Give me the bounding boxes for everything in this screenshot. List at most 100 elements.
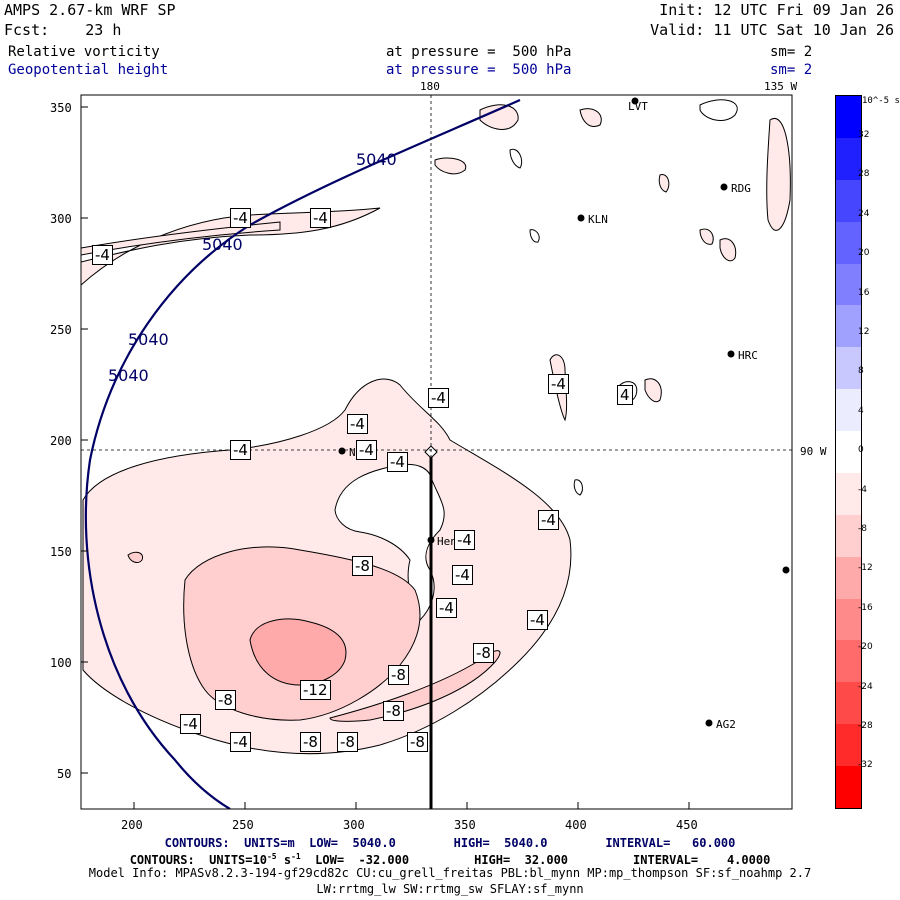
height-contour-5040	[84, 98, 521, 809]
forecast-hour: Fcst: 23 h	[4, 21, 122, 39]
x-tick: 300	[343, 818, 365, 832]
vorticity-contour-label: -4	[452, 565, 473, 585]
colorbar-tick-label: -24	[858, 681, 873, 692]
lon-label-180: 180	[420, 80, 440, 93]
field2-label: Geopotential height	[8, 62, 169, 78]
vorticity-contour-label: -8	[215, 690, 236, 710]
vorticity-contour-label: -8	[352, 556, 373, 576]
station-label: AG2	[716, 718, 736, 731]
lon-label-90w: 90 W	[800, 445, 827, 458]
footer-model-info: Model Info: MPASv8.2.3-194-gf29cd82c CU:…	[88, 866, 812, 880]
colorbar	[835, 95, 862, 809]
pressure1-label: at pressure = 500 hPa	[386, 44, 572, 60]
height-label: 5040	[108, 366, 149, 385]
vorticity-contour-label: -4	[454, 530, 475, 550]
init-time: Init: 12 UTC Fri 09 Jan 26	[659, 1, 894, 19]
y-tick: 300	[50, 212, 72, 226]
vorticity-contour-label: -8	[337, 732, 358, 752]
y-tick: 250	[50, 323, 72, 337]
field1-label: Relative vorticity	[8, 44, 160, 60]
vorticity-contour-label: -4	[347, 414, 368, 434]
vorticity-contour-label: 4	[617, 385, 633, 405]
colorbar-segment	[836, 766, 861, 808]
y-tick: 150	[50, 545, 72, 559]
model-title: AMPS 2.67-km WRF SP	[4, 1, 176, 19]
colorbar-tick-label: -8	[858, 524, 867, 534]
colorbar-segment	[836, 640, 861, 683]
colorbar-tick-label: 4	[858, 405, 864, 416]
colorbar-segment	[836, 221, 861, 264]
x-tick: 250	[232, 818, 254, 832]
height-label: 5040	[356, 150, 397, 169]
colorbar-segment	[836, 347, 861, 390]
x-tick: 400	[565, 818, 587, 832]
x-tick: 450	[676, 818, 698, 832]
colorbar-unit: 10^-5 s^-1	[862, 96, 900, 106]
vorticity-contour-label: -4	[230, 440, 251, 460]
station-label: LVT	[628, 100, 648, 113]
colorbar-segment	[836, 556, 861, 599]
pressure2-label: at pressure = 500 hPa	[386, 62, 572, 78]
vorticity-contour-label: -4	[548, 374, 569, 394]
footer-vort-range: LOW= -32.000 HIGH= 32.000 INTERVAL= 4.00…	[300, 853, 771, 867]
vorticity-contour-label: -4	[310, 208, 331, 228]
footer-radiation-info: LW:rrtmg_lw SW:rrtmg_sw SFLAY:sf_mynn	[316, 882, 584, 896]
colorbar-segment	[836, 598, 861, 641]
colorbar-segment	[836, 137, 861, 180]
height-label: 5040	[202, 235, 243, 254]
footer-vort-units-b: s	[276, 853, 292, 867]
colorbar-segment	[836, 682, 861, 725]
vorticity-contour-label: -4	[92, 245, 113, 265]
station-label: KLN	[588, 213, 608, 226]
vorticity-contour-label: -4	[230, 732, 251, 752]
colorbar-segment	[836, 263, 861, 306]
vorticity-contour-label: -4	[180, 714, 201, 734]
vorticity-contour-label: -4	[428, 388, 449, 408]
sm1-label: sm= 2	[770, 44, 813, 60]
colorbar-tick-label: -32	[858, 760, 873, 771]
vorticity-contour-label: -12	[300, 680, 331, 700]
vorticity-contour-label: -4	[436, 598, 457, 618]
colorbar-tick-label: 0	[858, 445, 864, 456]
footer-vort-contours: CONTOURS: UNITS=10-5 s-1 LOW= -32.000 HI…	[0, 852, 900, 867]
colorbar-tick-label: -20	[858, 642, 873, 653]
lon-label-135w: 135 W	[764, 80, 798, 93]
colorbar-segment	[836, 305, 861, 348]
footer-height-contours: CONTOURS: UNITS=m LOW= 5040.0 HIGH= 5040…	[164, 836, 736, 850]
vorticity-contour-label: -8	[300, 732, 321, 752]
footer-vort-sup2: -1	[291, 852, 301, 861]
y-tick: 350	[50, 101, 72, 115]
colorbar-segment	[836, 389, 861, 431]
y-tick: 100	[50, 656, 72, 670]
height-label: 5040	[128, 330, 169, 349]
colorbar-tick-label: 16	[858, 287, 870, 298]
colorbar-segment	[836, 96, 861, 138]
station-label: RDG	[731, 182, 751, 195]
colorbar-tick-label: 20	[858, 248, 870, 259]
vort-region-minus12	[249, 618, 347, 686]
plot-frame	[80, 94, 793, 810]
valid-time: Valid: 11 UTC Sat 10 Jan 26	[650, 21, 894, 39]
colorbar-tick-label: -28	[858, 721, 873, 731]
y-tick: 200	[50, 434, 72, 448]
vorticity-contour-label: -8	[383, 701, 404, 721]
colorbar-tick-label: -4	[858, 484, 867, 495]
colorbar-segment	[836, 179, 861, 222]
vort-band-north	[81, 207, 381, 286]
vorticity-contour-label: -4	[230, 208, 251, 228]
footer-vort-sup: -5	[266, 852, 277, 861]
colorbar-tick-label: 32	[858, 130, 870, 140]
vorticity-contour-label: -4	[527, 610, 548, 630]
sm2-label: sm= 2	[770, 62, 813, 78]
colorbar-tick-label: -12	[858, 563, 873, 574]
station-label: HRC	[738, 349, 758, 362]
y-tick: 50	[57, 767, 72, 781]
colorbar-tick-label: -16	[858, 602, 873, 613]
vorticity-contour-label: -8	[473, 643, 494, 663]
colorbar-segment	[836, 724, 861, 766]
footer-vort-units-a: CONTOURS: UNITS=10	[129, 853, 267, 867]
colorbar-segment	[836, 472, 861, 515]
vorticity-contour-label: -4	[538, 510, 559, 530]
colorbar-tick-label: 28	[858, 169, 870, 180]
